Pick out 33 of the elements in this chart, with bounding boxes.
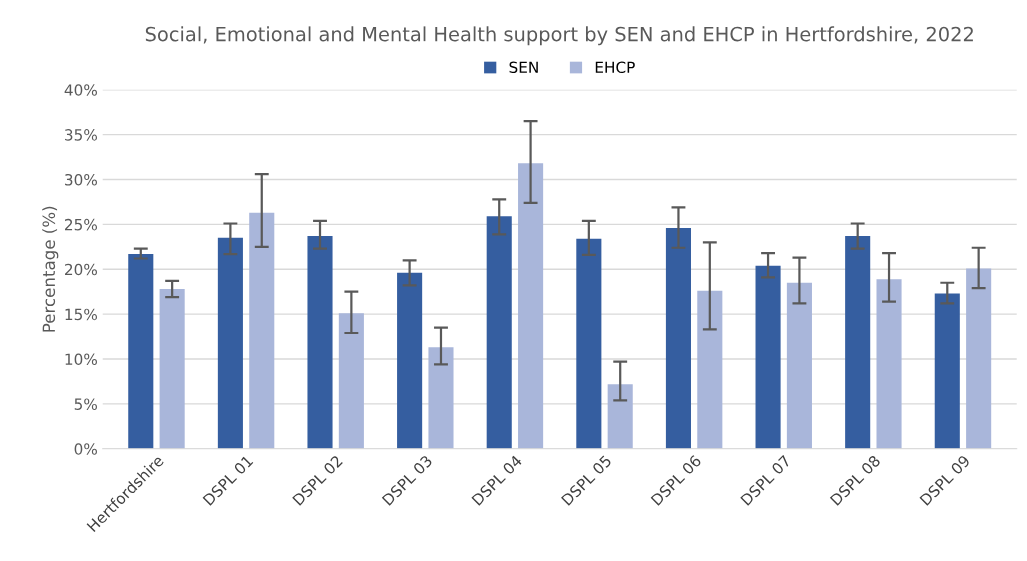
bar — [934, 293, 960, 449]
bar — [307, 236, 333, 449]
bar — [249, 212, 275, 449]
bar — [397, 272, 423, 449]
bar — [755, 265, 781, 449]
bar — [128, 254, 154, 449]
bar — [518, 163, 544, 449]
y-tick-label: 25% — [65, 218, 97, 231]
chart-title: Social, Emotional and Mental Health support by SEN and EHCP in Hertfordshire, 2022 — [145, 26, 973, 46]
bar — [428, 347, 454, 449]
y-tick-label: 10% — [65, 353, 97, 366]
bar — [159, 289, 185, 449]
y-tick-label: 5% — [74, 398, 97, 410]
bar — [338, 313, 364, 449]
y-axis-title: Percentage (%) — [42, 206, 59, 332]
legend-label: EHCP — [595, 61, 635, 74]
legend-label: SEN — [509, 61, 538, 74]
bar — [966, 268, 992, 449]
bar — [217, 237, 243, 449]
y-tick-label: 35% — [65, 129, 97, 141]
y-tick-label: 0% — [74, 443, 97, 455]
bar — [876, 279, 902, 449]
y-tick-label: 20% — [65, 263, 97, 276]
y-tick-label: 15% — [65, 308, 97, 321]
bar — [607, 384, 633, 449]
y-tick-label: 30% — [65, 173, 97, 186]
bar — [697, 290, 723, 449]
bar — [845, 236, 871, 449]
bar — [665, 227, 691, 449]
bar — [486, 216, 512, 449]
y-tick-label: 40% — [64, 84, 97, 96]
bar — [576, 238, 602, 449]
bar — [786, 282, 812, 449]
